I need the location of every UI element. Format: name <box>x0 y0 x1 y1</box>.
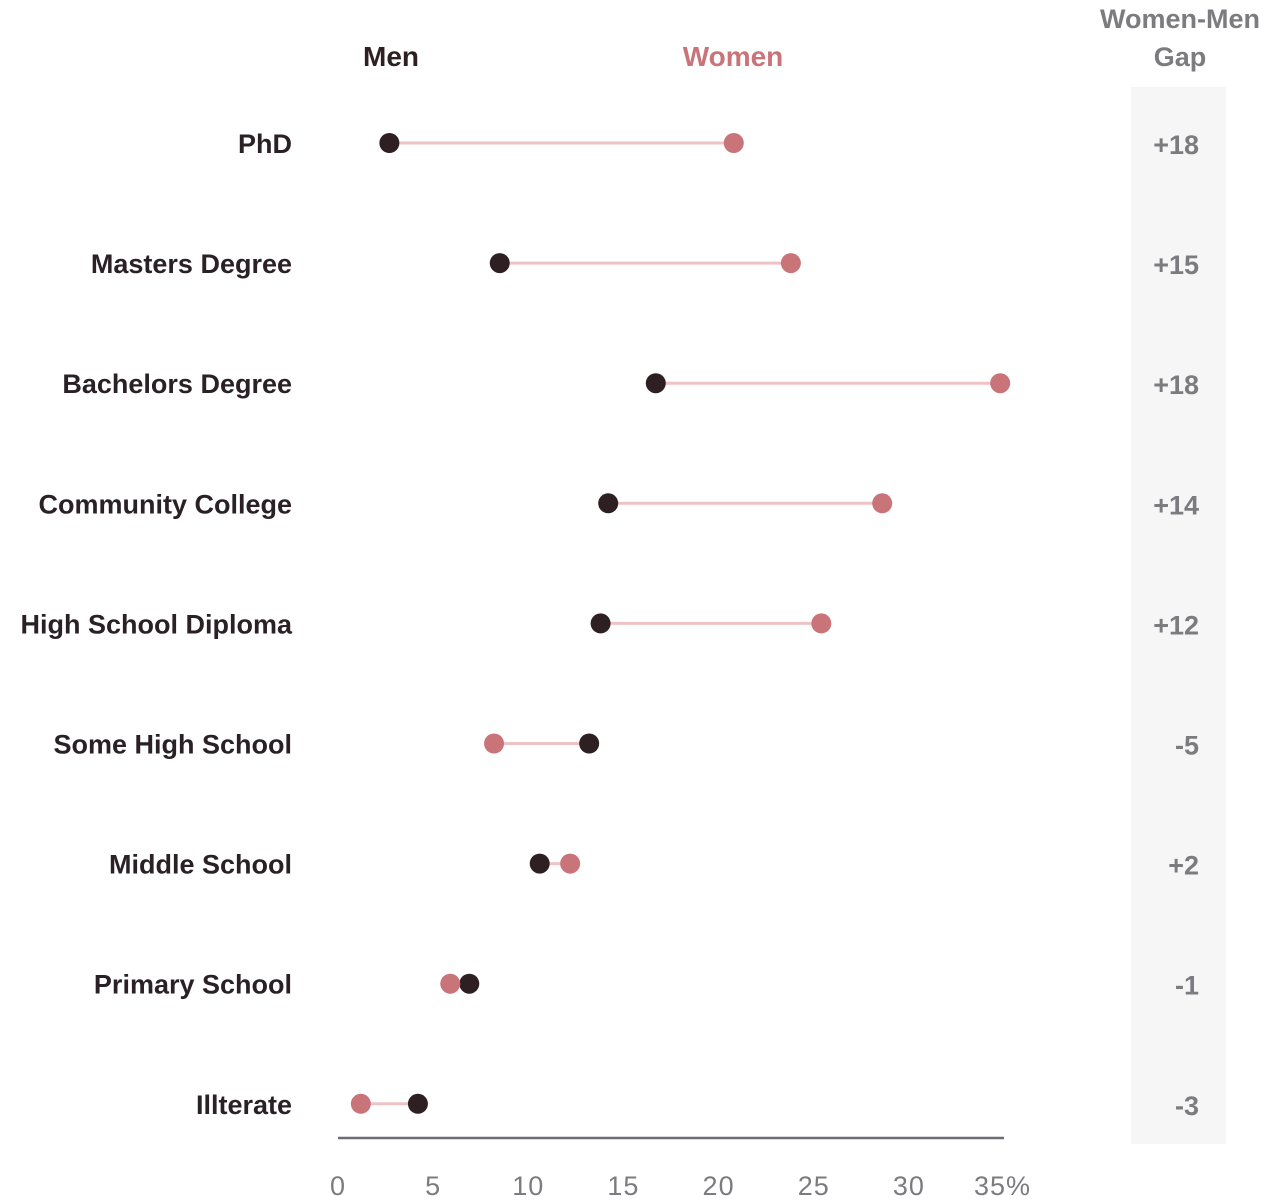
men-point <box>489 253 510 274</box>
women-point <box>811 613 832 634</box>
x-tick-label: 10 <box>512 1171 544 1201</box>
gap-value: -1 <box>1175 971 1199 1001</box>
men-point <box>407 1093 428 1114</box>
row-some-high-school: Some High School -5 <box>53 730 1199 761</box>
gap-value: +2 <box>1168 851 1199 881</box>
gap-header-line1: Women-Men <box>1100 4 1260 34</box>
men-point <box>379 133 400 153</box>
x-tick-label: 30 <box>893 1171 925 1201</box>
men-point <box>579 733 600 754</box>
gap-value: +18 <box>1153 370 1199 400</box>
category-label: PhD <box>238 129 292 159</box>
women-point <box>780 253 801 274</box>
category-label: Primary School <box>94 970 292 1000</box>
x-tick-label: 35% <box>974 1171 1031 1201</box>
category-label: Bachelors Degree <box>62 369 292 399</box>
category-label: High School Diploma <box>20 609 292 639</box>
gap-value: +12 <box>1153 610 1199 640</box>
gap-value: +14 <box>1153 490 1199 520</box>
row-phd: PhD +18 <box>238 129 1199 160</box>
row-bachelors-degree: Bachelors Degree +18 <box>62 369 1199 400</box>
women-point <box>440 973 461 994</box>
men-point <box>645 373 666 394</box>
category-label: Some High School <box>53 730 292 760</box>
category-label: Illterate <box>196 1090 292 1120</box>
x-tick-label: 15 <box>607 1171 639 1201</box>
gap-column-header: Women-Men Gap <box>1100 4 1260 72</box>
women-point <box>990 373 1011 394</box>
men-point <box>459 973 480 994</box>
row-primary-school: Primary School -1 <box>94 970 1199 1001</box>
women-point <box>872 493 893 514</box>
gap-value: -3 <box>1175 1091 1199 1121</box>
category-label: Community College <box>38 489 292 519</box>
x-axis-ticks: 0 5 10 15 20 25 30 35% <box>330 1171 1031 1201</box>
row-middle-school: Middle School +2 <box>109 850 1199 881</box>
legend-men: Men <box>363 41 419 72</box>
gap-value: +18 <box>1153 130 1199 160</box>
men-point <box>529 853 550 874</box>
women-point <box>723 133 744 153</box>
men-point <box>598 493 619 514</box>
gap-value: +15 <box>1153 250 1199 280</box>
row-community-college: Community College +14 <box>38 489 1199 520</box>
legend-women: Women <box>683 41 784 72</box>
row-masters-degree: Masters Degree +15 <box>91 249 1199 280</box>
gap-column-band <box>1131 87 1226 1144</box>
women-point <box>350 1093 371 1114</box>
gap-value: -5 <box>1175 731 1199 761</box>
women-point <box>560 853 581 874</box>
women-point <box>484 733 505 754</box>
x-tick-label: 0 <box>330 1171 346 1201</box>
row-high-school-diploma: High School Diploma +12 <box>20 609 1199 640</box>
row-illterate: Illterate -3 <box>196 1090 1199 1121</box>
x-tick-label: 5 <box>425 1171 441 1201</box>
category-label: Middle School <box>109 850 292 880</box>
x-tick-label: 25 <box>798 1171 830 1201</box>
rows-layer: PhD +18 Masters Degree +15 Bachelors Degree +… <box>20 129 1199 1121</box>
gap-header-line2: Gap <box>1154 42 1207 72</box>
legend: Men Women <box>363 41 783 72</box>
men-point <box>590 613 611 634</box>
category-label: Masters Degree <box>91 249 292 279</box>
x-tick-label: 20 <box>703 1171 735 1201</box>
